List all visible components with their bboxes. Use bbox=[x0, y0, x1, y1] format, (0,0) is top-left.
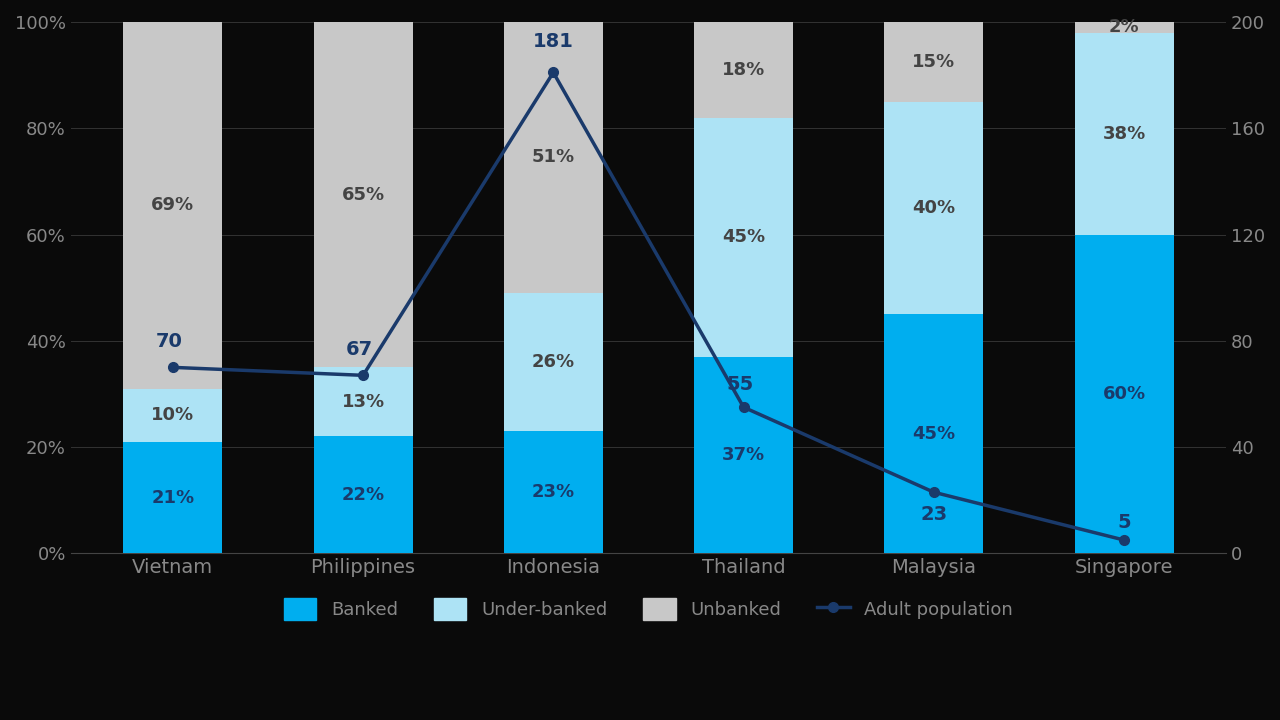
Bar bbox=[1075, 235, 1174, 554]
Text: 15%: 15% bbox=[913, 53, 955, 71]
Text: 69%: 69% bbox=[151, 197, 195, 215]
Text: 45%: 45% bbox=[913, 425, 955, 443]
Bar bbox=[504, 431, 603, 554]
Bar bbox=[314, 22, 412, 367]
Bar bbox=[1075, 22, 1174, 32]
Bar bbox=[314, 367, 412, 436]
Text: 26%: 26% bbox=[531, 353, 575, 371]
Text: 55: 55 bbox=[726, 375, 754, 394]
Bar bbox=[314, 436, 412, 554]
Text: 18%: 18% bbox=[722, 60, 765, 78]
Bar bbox=[884, 22, 983, 102]
Text: 51%: 51% bbox=[531, 148, 575, 166]
Bar bbox=[694, 22, 794, 117]
Text: 2%: 2% bbox=[1108, 18, 1139, 36]
Text: 21%: 21% bbox=[151, 489, 195, 507]
Text: 60%: 60% bbox=[1102, 385, 1146, 403]
Bar bbox=[123, 389, 223, 442]
Bar bbox=[884, 314, 983, 554]
Bar bbox=[694, 356, 794, 554]
Text: 181: 181 bbox=[532, 32, 573, 51]
Text: 22%: 22% bbox=[342, 486, 384, 504]
Bar bbox=[694, 117, 794, 356]
Bar bbox=[504, 293, 603, 431]
Bar bbox=[884, 102, 983, 314]
Text: 23%: 23% bbox=[531, 483, 575, 501]
Text: 13%: 13% bbox=[342, 393, 384, 411]
Bar bbox=[504, 22, 603, 293]
Text: 70: 70 bbox=[156, 333, 183, 351]
Text: 67: 67 bbox=[346, 341, 372, 359]
Text: 5: 5 bbox=[1117, 513, 1130, 532]
Text: 37%: 37% bbox=[722, 446, 765, 464]
Bar bbox=[123, 22, 223, 389]
Bar bbox=[123, 442, 223, 554]
Bar bbox=[1075, 32, 1174, 235]
Text: 65%: 65% bbox=[342, 186, 384, 204]
Legend: Banked, Under-banked, Unbanked, Adult population: Banked, Under-banked, Unbanked, Adult po… bbox=[275, 589, 1021, 629]
Text: 40%: 40% bbox=[913, 199, 955, 217]
Text: 38%: 38% bbox=[1102, 125, 1146, 143]
Text: 10%: 10% bbox=[151, 406, 195, 424]
Text: 45%: 45% bbox=[722, 228, 765, 246]
Text: 23: 23 bbox=[920, 505, 947, 524]
